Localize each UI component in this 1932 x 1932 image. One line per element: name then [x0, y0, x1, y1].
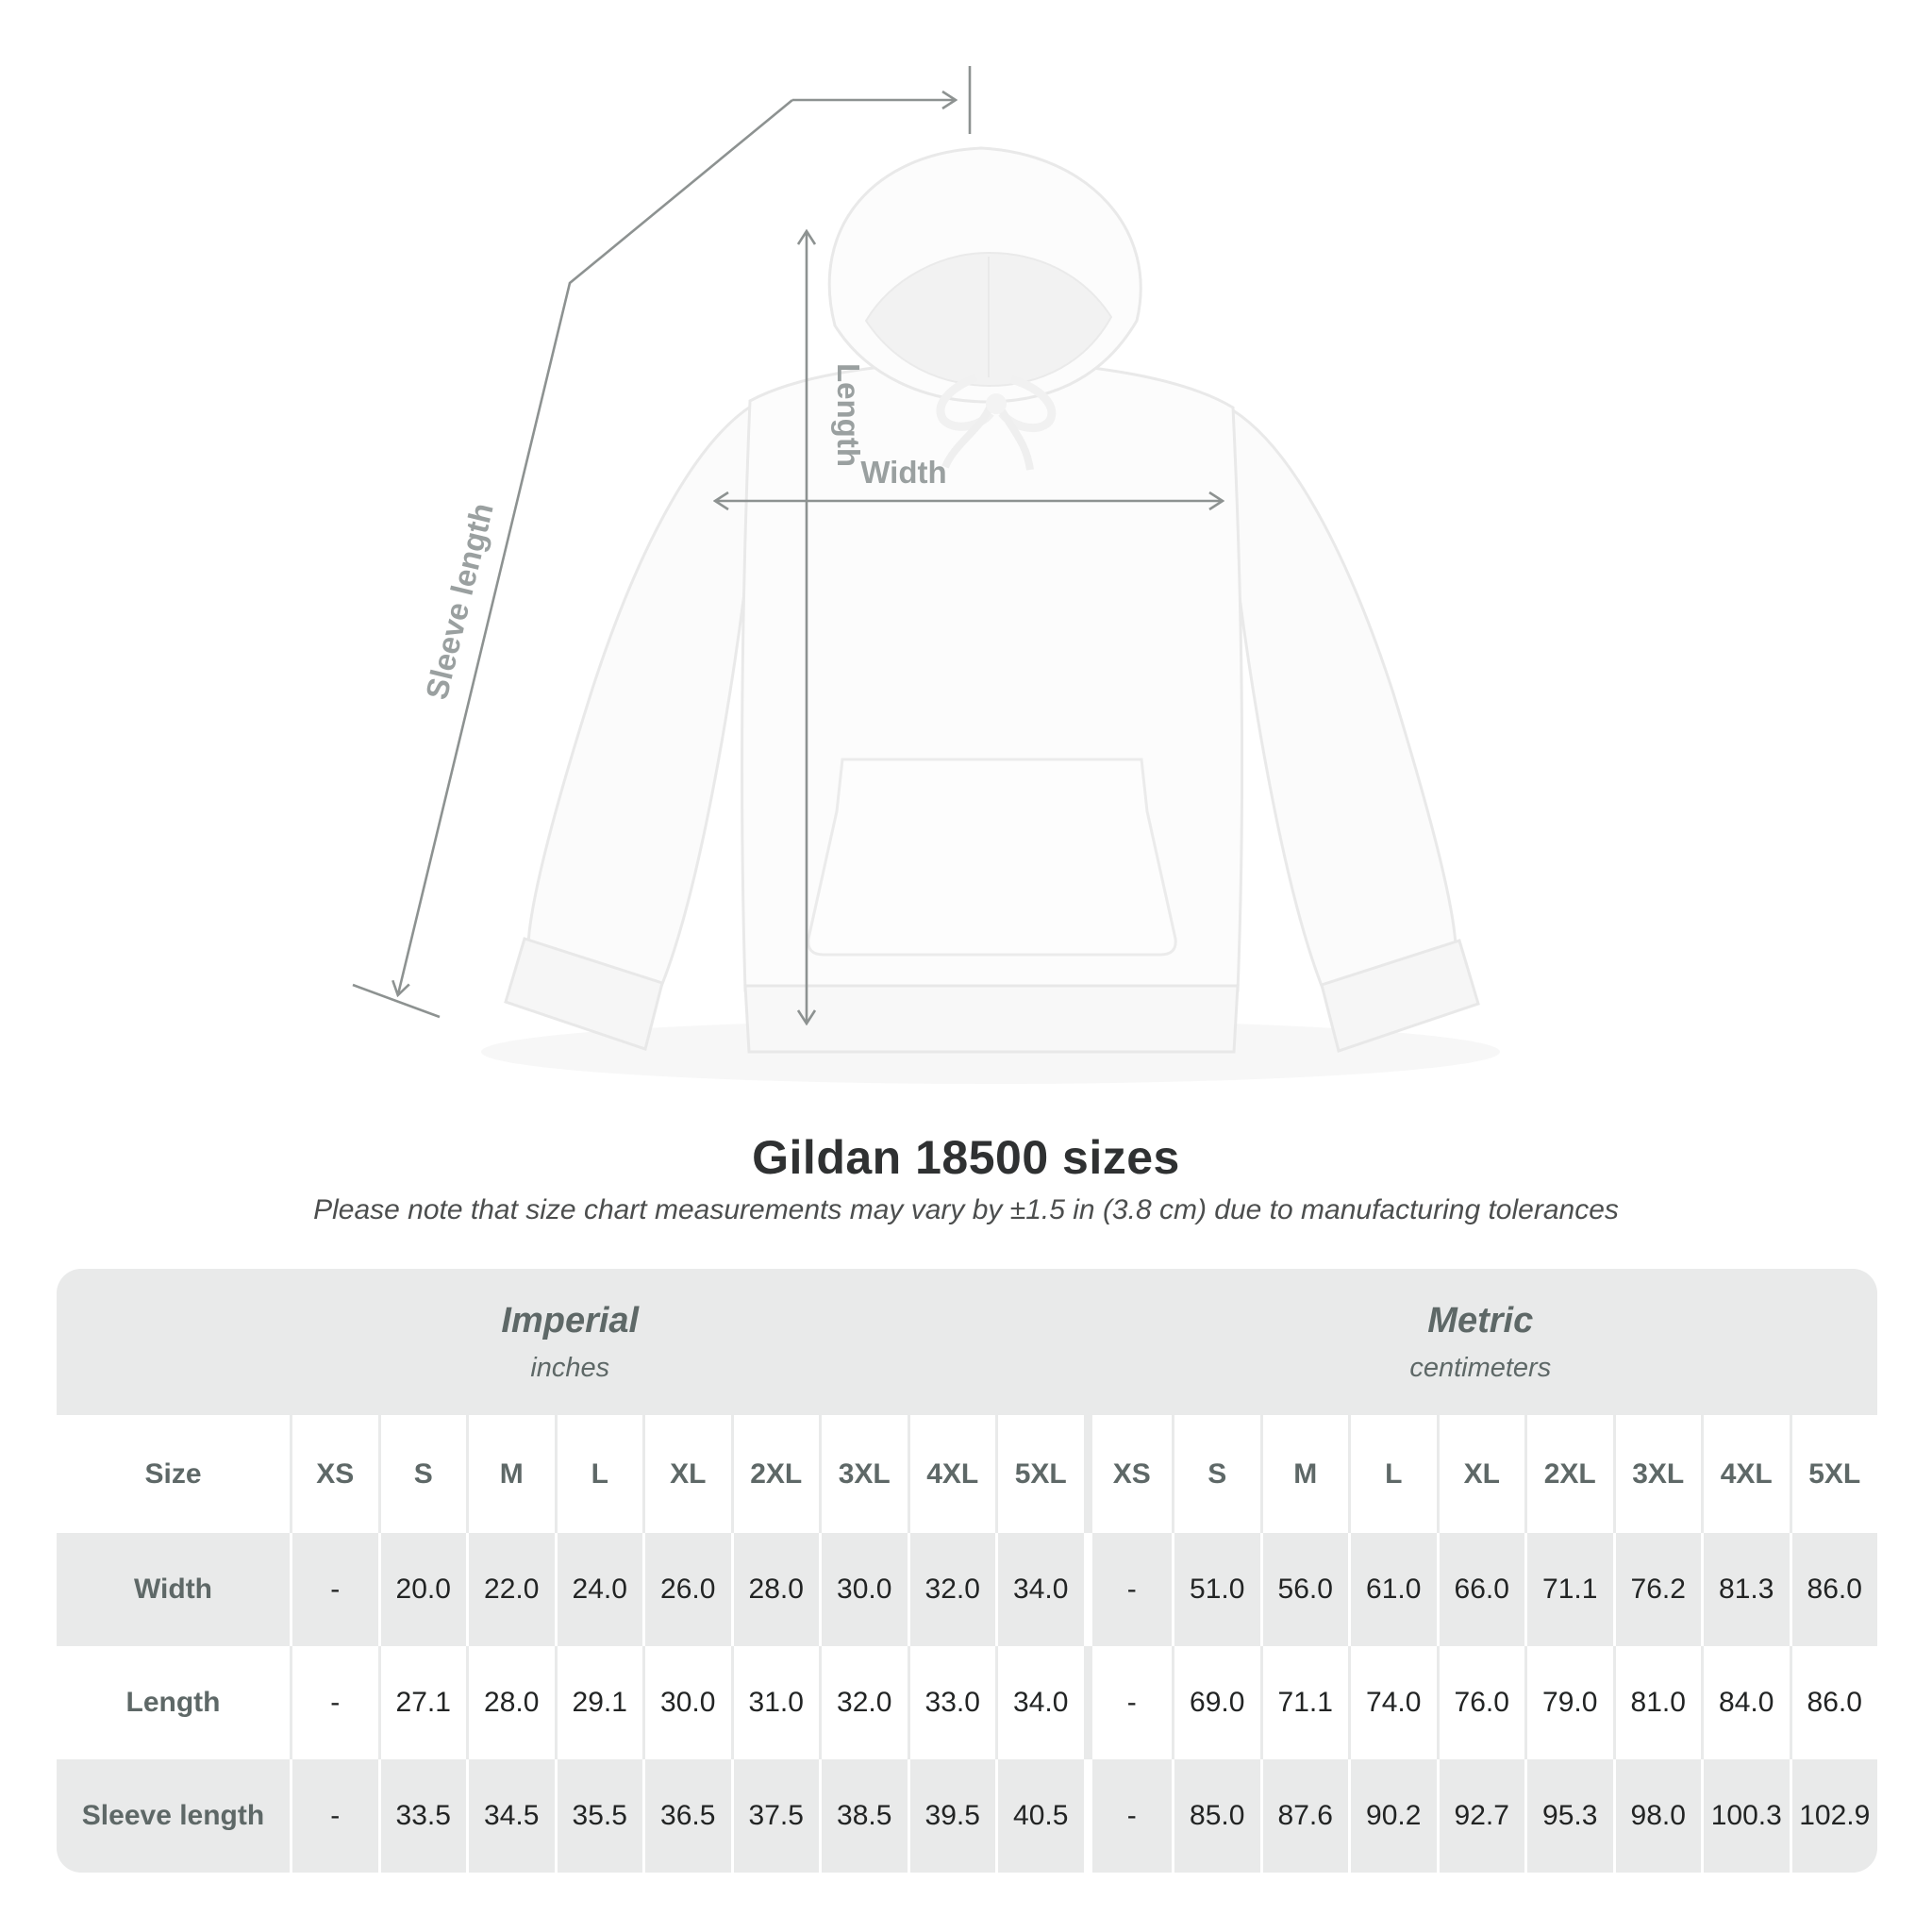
metric-value-cell: 81.0	[1612, 1646, 1701, 1759]
imperial-size-header-3xl: 3XL	[819, 1415, 908, 1533]
metric-value-cell: 56.0	[1259, 1533, 1348, 1646]
metric-value-cell: 79.0	[1524, 1646, 1613, 1759]
measurement-annotations	[352, 66, 1222, 1023]
metric-size-header-2xl: 2XL	[1524, 1415, 1613, 1533]
imperial-size-header-l: L	[554, 1415, 642, 1533]
metric-value-cell: 51.0	[1172, 1533, 1260, 1646]
imperial-value-cell: 38.5	[819, 1759, 908, 1873]
imperial-value-cell: -	[290, 1646, 378, 1759]
metric-value-cell: 102.9	[1789, 1759, 1877, 1873]
metric-value-cell: 76.2	[1612, 1533, 1701, 1646]
metric-value-cell: 84.0	[1701, 1646, 1790, 1759]
imperial-value-cell: 35.5	[554, 1759, 642, 1873]
imperial-value-cell: 28.0	[466, 1646, 555, 1759]
imperial-value-cell: 33.0	[907, 1646, 995, 1759]
metric-value-cell: 86.0	[1789, 1533, 1877, 1646]
length-label: Length	[831, 363, 866, 467]
page-subtitle: Please note that size chart measurements…	[313, 1194, 1619, 1225]
metric-label: Metric	[1427, 1300, 1534, 1341]
imperial-value-cell: 34.5	[466, 1759, 555, 1873]
size-column-header: Size	[57, 1415, 290, 1533]
metric-value-cell: -	[1083, 1646, 1172, 1759]
metric-value-cell: 76.0	[1436, 1646, 1524, 1759]
imperial-size-header-m: M	[466, 1415, 555, 1533]
imperial-size-header-5xl: 5XL	[995, 1415, 1084, 1533]
imperial-value-cell: 39.5	[907, 1759, 995, 1873]
metric-value-cell: 66.0	[1436, 1533, 1524, 1646]
metric-size-header-l: L	[1348, 1415, 1437, 1533]
metric-value-cell: 71.1	[1259, 1646, 1348, 1759]
imperial-unit-label: inches	[530, 1352, 610, 1383]
metric-section-header: Metric centimeters	[1084, 1269, 1877, 1415]
hoodie-measurement-diagram: Length Width Sleeve length	[352, 66, 1500, 1084]
size-header-row: Size XS S M L XL 2XL 3XL 4XL 5XL XS S M L XL 2XL 3XL 4XL 5…	[57, 1415, 1877, 1533]
metric-value-cell: 86.0	[1789, 1646, 1877, 1759]
imperial-value-cell: 22.0	[466, 1533, 555, 1646]
imperial-value-cell: 32.0	[907, 1533, 995, 1646]
imperial-label: Imperial	[501, 1300, 640, 1341]
metric-value-cell: -	[1083, 1759, 1172, 1873]
metric-value-cell: 81.3	[1701, 1533, 1790, 1646]
metric-size-header-3xl: 3XL	[1612, 1415, 1701, 1533]
imperial-size-header-4xl: 4XL	[907, 1415, 995, 1533]
row-label: Width	[57, 1533, 290, 1646]
row-label: Sleeve length	[57, 1759, 290, 1873]
imperial-value-cell: -	[290, 1533, 378, 1646]
imperial-value-cell: 33.5	[377, 1759, 466, 1873]
imperial-value-cell: 27.1	[377, 1646, 466, 1759]
sleeve-length-arrow	[352, 66, 972, 1019]
imperial-value-cell: 34.0	[995, 1533, 1084, 1646]
imperial-value-cell: 31.0	[730, 1646, 819, 1759]
metric-value-cell: 69.0	[1172, 1646, 1260, 1759]
imperial-size-header-s: S	[377, 1415, 466, 1533]
units-header-band: Imperial inches Metric centimeters	[57, 1269, 1877, 1415]
imperial-value-cell: 40.5	[995, 1759, 1084, 1873]
imperial-value-cell: 29.1	[554, 1646, 642, 1759]
metric-unit-label: centimeters	[1409, 1352, 1552, 1383]
metric-value-cell: 95.3	[1524, 1759, 1613, 1873]
imperial-value-cell: 26.0	[642, 1533, 731, 1646]
sleeve-length-label: Sleeve length	[419, 500, 500, 703]
imperial-value-cell: -	[290, 1759, 378, 1873]
imperial-value-cell: 20.0	[377, 1533, 466, 1646]
imperial-value-cell: 24.0	[554, 1533, 642, 1646]
imperial-section-header: Imperial inches	[57, 1269, 1084, 1415]
metric-size-header-5xl: 5XL	[1789, 1415, 1877, 1533]
imperial-value-cell: 28.0	[730, 1533, 819, 1646]
length-row: Length -27.1 28.0 29.1 30.0 31.0 32.0 33.0 34.0-…	[57, 1646, 1877, 1759]
metric-value-cell: 90.2	[1348, 1759, 1437, 1873]
page-title: Gildan 18500 sizes	[752, 1131, 1180, 1184]
metric-value-cell: 98.0	[1612, 1759, 1701, 1873]
width-label: Width	[860, 455, 946, 490]
metric-size-header-4xl: 4XL	[1701, 1415, 1790, 1533]
imperial-size-header-xl: XL	[642, 1415, 731, 1533]
imperial-value-cell: 30.0	[642, 1646, 731, 1759]
row-label: Length	[57, 1646, 290, 1759]
imperial-value-cell: 36.5	[642, 1759, 731, 1873]
sleeve-length-row: Sleeve length -33.5 34.5 35.5 36.5 37.5 38.5 39…	[57, 1759, 1877, 1873]
hoodie-illustration	[481, 146, 1500, 1084]
metric-value-cell: 85.0	[1172, 1759, 1260, 1873]
metric-size-header-xs: XS	[1083, 1415, 1172, 1533]
metric-value-cell: -	[1083, 1533, 1172, 1646]
metric-value-cell: 74.0	[1348, 1646, 1437, 1759]
metric-size-header-m: M	[1259, 1415, 1348, 1533]
size-table: Imperial inches Metric centimeters Size X…	[57, 1269, 1877, 1873]
metric-value-cell: 71.1	[1524, 1533, 1613, 1646]
metric-size-header-s: S	[1172, 1415, 1260, 1533]
imperial-value-cell: 34.0	[995, 1646, 1084, 1759]
metric-size-header-xl: XL	[1436, 1415, 1524, 1533]
imperial-size-header-xs: XS	[290, 1415, 378, 1533]
imperial-value-cell: 30.0	[819, 1533, 908, 1646]
width-row: Width -20.0 22.0 24.0 26.0 28.0 30.0 32.0 34.0-5…	[57, 1533, 1877, 1646]
metric-value-cell: 61.0	[1348, 1533, 1437, 1646]
metric-value-cell: 87.6	[1259, 1759, 1348, 1873]
imperial-value-cell: 37.5	[730, 1759, 819, 1873]
imperial-size-header-2xl: 2XL	[730, 1415, 819, 1533]
metric-value-cell: 92.7	[1436, 1759, 1524, 1873]
imperial-value-cell: 32.0	[819, 1646, 908, 1759]
metric-value-cell: 100.3	[1701, 1759, 1790, 1873]
